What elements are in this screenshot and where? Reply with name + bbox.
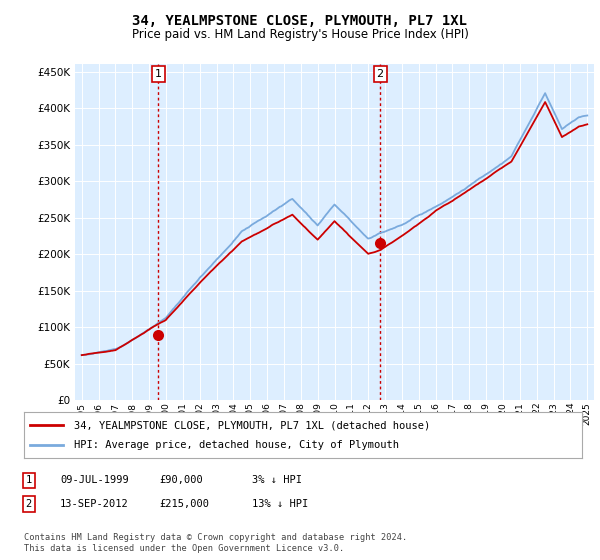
Text: 09-JUL-1999: 09-JUL-1999 — [60, 475, 129, 486]
Text: 34, YEALMPSTONE CLOSE, PLYMOUTH, PL7 1XL (detached house): 34, YEALMPSTONE CLOSE, PLYMOUTH, PL7 1XL… — [74, 420, 430, 430]
Text: Price paid vs. HM Land Registry's House Price Index (HPI): Price paid vs. HM Land Registry's House … — [131, 28, 469, 41]
Text: 2: 2 — [26, 499, 32, 509]
Text: 1: 1 — [155, 69, 162, 79]
Text: £90,000: £90,000 — [159, 475, 203, 486]
Text: 34, YEALMPSTONE CLOSE, PLYMOUTH, PL7 1XL: 34, YEALMPSTONE CLOSE, PLYMOUTH, PL7 1XL — [133, 14, 467, 28]
Text: 13-SEP-2012: 13-SEP-2012 — [60, 499, 129, 509]
Text: HPI: Average price, detached house, City of Plymouth: HPI: Average price, detached house, City… — [74, 440, 399, 450]
Text: 1: 1 — [26, 475, 32, 486]
Text: 13% ↓ HPI: 13% ↓ HPI — [252, 499, 308, 509]
Text: 3% ↓ HPI: 3% ↓ HPI — [252, 475, 302, 486]
Text: £215,000: £215,000 — [159, 499, 209, 509]
Text: Contains HM Land Registry data © Crown copyright and database right 2024.
This d: Contains HM Land Registry data © Crown c… — [24, 533, 407, 553]
Text: 2: 2 — [377, 69, 384, 79]
